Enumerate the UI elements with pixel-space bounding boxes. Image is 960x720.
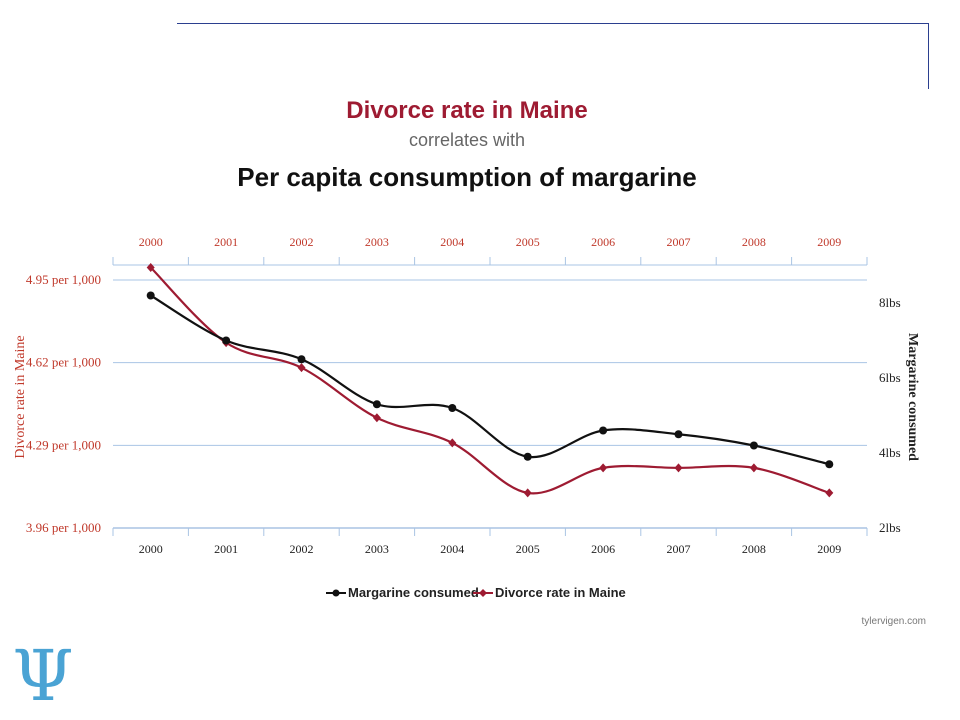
series-line-margarine — [150, 294, 830, 466]
svg-text:Ψ: Ψ — [12, 638, 73, 710]
data-point-divorce — [523, 488, 532, 498]
data-point-divorce — [825, 488, 834, 498]
x-bottom-tick-label: 2009 — [817, 542, 841, 556]
slide-top-rule — [177, 23, 929, 24]
x-top-tick-label: 2006 — [591, 235, 615, 249]
x-top-tick-label: 2005 — [516, 235, 540, 249]
x-top-tick-label: 2007 — [667, 235, 691, 249]
data-point-margarine — [599, 426, 608, 435]
x-top-tick-label: 2002 — [290, 235, 314, 249]
legend-marker-divorce — [479, 589, 487, 597]
x-top-tick-label: 2004 — [440, 235, 464, 249]
data-point-divorce — [297, 363, 306, 373]
x-bottom-tick-label: 2007 — [667, 542, 691, 556]
x-top-tick-label: 2008 — [742, 235, 766, 249]
data-point-margarine — [146, 291, 155, 300]
y-right-tick-label: 2lbs — [879, 520, 901, 535]
x-bottom-tick-label: 2000 — [139, 542, 163, 556]
chart-title: Divorce rate in Maine — [346, 97, 587, 124]
source-credit: tylervigen.com — [862, 616, 926, 627]
legend-label-margarine: Margarine consumed — [348, 585, 479, 600]
x-top-tick-label: 2003 — [365, 235, 389, 249]
y-left-axis-title: Divorce rate in Maine — [13, 335, 28, 458]
y-right-axis-title: Margarine consumed — [905, 333, 920, 461]
x-top-tick-label: 2001 — [214, 235, 238, 249]
y-right-tick-label: 4lbs — [879, 445, 901, 460]
data-point-divorce — [599, 463, 608, 473]
legend: Margarine consumed Divorce rate in Maine — [326, 585, 626, 600]
y-left-tick-label: 4.95 per 1,000 — [26, 272, 101, 287]
y-left-tick-label: 4.62 per 1,000 — [26, 355, 101, 370]
data-point-divorce — [146, 262, 155, 272]
x-bottom-tick-label: 2001 — [214, 542, 238, 556]
y-right-tick-label: 6lbs — [879, 370, 901, 385]
data-point-divorce — [372, 413, 381, 423]
x-bottom-tick-label: 2003 — [365, 542, 389, 556]
data-point-margarine — [297, 355, 306, 364]
legend-marker-margarine — [332, 589, 340, 597]
psi-logo-icon: Ψ — [12, 638, 73, 710]
data-point-margarine — [749, 441, 758, 450]
x-bottom-tick-label: 2005 — [516, 542, 540, 556]
y-left-tick-label: 4.29 per 1,000 — [26, 437, 101, 452]
x-bottom-tick-label: 2008 — [742, 542, 766, 556]
legend-label-divorce: Divorce rate in Maine — [495, 585, 626, 600]
series-line-divorce — [149, 266, 830, 495]
data-point-margarine — [523, 452, 532, 461]
data-point-margarine — [372, 400, 381, 409]
data-point-margarine — [222, 336, 231, 345]
y-left-tick-label: 3.96 per 1,000 — [26, 520, 101, 535]
data-point-divorce — [674, 463, 683, 473]
x-top-tick-label: 2000 — [139, 235, 163, 249]
x-top-tick-label: 2009 — [817, 235, 841, 249]
data-point-margarine — [674, 430, 683, 439]
data-point-margarine — [448, 404, 457, 412]
data-point-margarine — [825, 460, 834, 469]
chart-title-secondary: Per capita consumption of margarine — [237, 162, 696, 192]
slide-right-rule — [928, 23, 929, 89]
data-point-divorce — [448, 438, 457, 448]
plot-area: 4.95 per 1,000 4.62 per 1,000 4.29 per 1,0… — [13, 235, 920, 556]
y-right-tick-label: 8lbs — [879, 295, 901, 310]
chart-subtitle: correlates with — [409, 130, 525, 150]
data-point-divorce — [749, 463, 758, 473]
x-bottom-tick-label: 2002 — [290, 542, 314, 556]
x-bottom-tick-label: 2004 — [440, 542, 464, 556]
x-bottom-tick-label: 2006 — [591, 542, 615, 556]
